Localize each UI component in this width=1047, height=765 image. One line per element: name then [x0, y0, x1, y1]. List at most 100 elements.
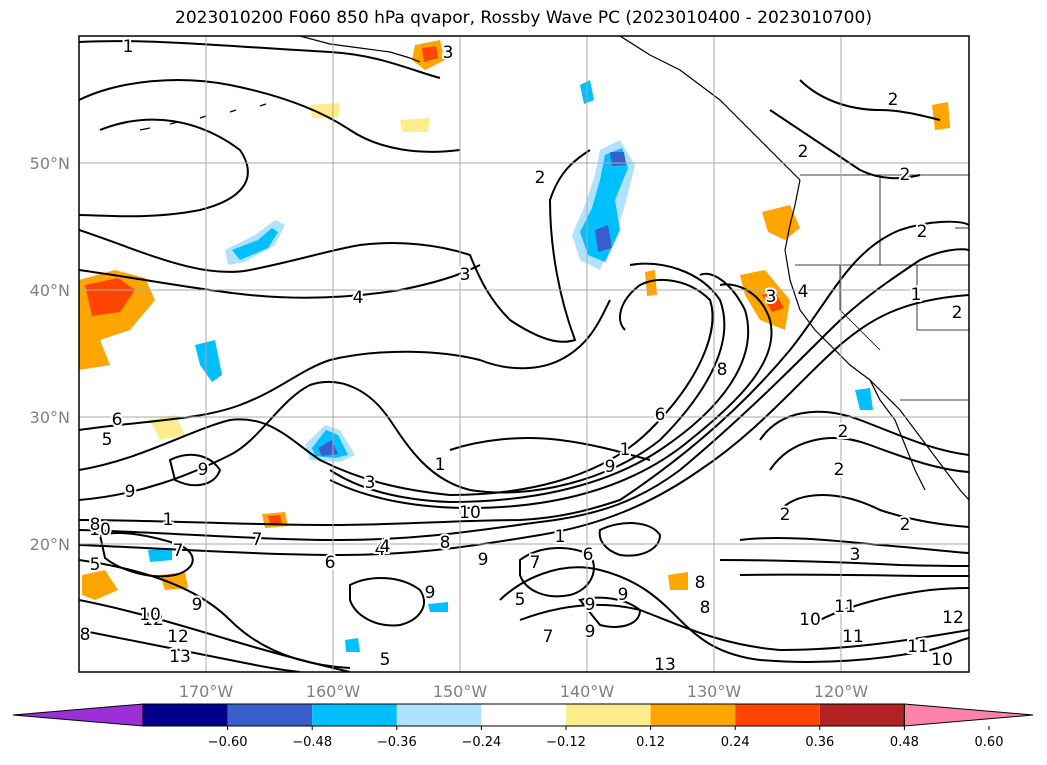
contour-label: 6: [583, 545, 594, 565]
contour-label: 8: [695, 573, 706, 593]
contour-label-halo: 7: [530, 553, 541, 573]
aleutian-islands: [139, 103, 267, 131]
colorbar-tick-label: −0.48: [292, 735, 332, 750]
contour-label: 5: [515, 590, 526, 610]
contour-label: 3: [850, 545, 861, 565]
map-title: 2023010200 F060 850 hPa qvapor, Rossby W…: [175, 8, 872, 28]
positive-anomaly-west-low: [82, 570, 118, 600]
gridlines: [79, 36, 969, 672]
contour-label-halo: 5: [515, 590, 526, 610]
contour-label-halo: 10: [799, 610, 821, 630]
contour-line: [79, 262, 726, 501]
contour-label-halo: 10: [89, 520, 111, 540]
contour-label: 12: [142, 610, 164, 630]
contour-label-halo: 1: [911, 285, 922, 305]
contour-label-halo: 12: [942, 608, 964, 628]
contour-label: 9: [585, 595, 596, 615]
contour-label: 8: [90, 515, 101, 535]
humidity-contours: [79, 40, 969, 672]
lon-label-120w: 120°W: [814, 682, 869, 701]
colorbar-tick-label: −0.36: [377, 735, 417, 750]
contour-label: 1: [163, 510, 174, 530]
negative-anomaly-small-4: [428, 602, 448, 612]
contour-label-halo: 11: [842, 627, 864, 647]
contour-line: [519, 547, 595, 598]
contour-label-halo: 4: [798, 282, 809, 302]
negative-anomaly-small-5: [855, 388, 873, 410]
contour-line: [719, 559, 969, 567]
contour-label-halo: 1: [163, 510, 174, 530]
contour-label-halo: 9: [618, 585, 629, 605]
colorbar-segment: [481, 704, 566, 726]
contour-label-halo: 7: [543, 627, 554, 647]
positive-anomaly-north-core: [422, 46, 438, 62]
contour-line: [799, 79, 941, 121]
contour-label-halo: 9: [478, 550, 489, 570]
baja-coast: [869, 379, 926, 491]
contour-label: 9: [585, 622, 596, 642]
contour-label: 12: [167, 627, 189, 647]
lon-label-140w: 140°W: [560, 682, 615, 701]
contour-label-halo: 10: [139, 605, 161, 625]
contour-label: 5: [380, 650, 391, 670]
contour-label: 9: [425, 583, 436, 603]
contour-label: 1: [555, 527, 566, 547]
contour-label: 8: [700, 598, 711, 618]
contour-line: [349, 577, 425, 627]
contour-label: 13: [169, 647, 191, 667]
colorbar-tick-label: −0.12: [546, 735, 586, 750]
contour-line: [739, 573, 969, 577]
contour-label: 8: [440, 533, 451, 553]
contour-label: 7: [173, 541, 184, 561]
contour-label-halo: 13: [169, 647, 191, 667]
west-coast: [784, 179, 969, 501]
contour-line: [79, 299, 611, 431]
contour-label-halo: 2: [917, 222, 928, 242]
contour-label: 4: [375, 540, 386, 560]
contour-label-halo: 9: [425, 583, 436, 603]
contour-label: 10: [931, 650, 953, 670]
contour-label-halo: 13: [654, 655, 676, 675]
contour-label-halo: 6: [112, 410, 123, 430]
contour-label-halo: 1: [620, 440, 631, 460]
contour-label: 2: [900, 515, 911, 535]
contour-label: 9: [605, 457, 616, 477]
negative-anomaly-gulf-core: [595, 225, 612, 252]
contour-line: [79, 220, 969, 527]
contour-label: 10: [459, 503, 481, 523]
contour-line: [79, 149, 591, 343]
lon-label-160w: 160°W: [306, 682, 361, 701]
contour-label-halo: 8: [90, 515, 101, 535]
colorbar-tick-label: 0.48: [890, 735, 919, 750]
coastline: [139, 36, 969, 501]
contour-label-halo: 11: [907, 637, 929, 657]
contour-label-halo: 7: [173, 541, 184, 561]
contour-label: 9: [618, 585, 629, 605]
colorbar-segment: [396, 704, 482, 726]
lon-label-170w: 170°W: [179, 682, 234, 701]
contour-label-halo: 3: [365, 473, 376, 493]
contour-label: 1: [435, 455, 446, 475]
colorbar-tick-label: −0.60: [208, 735, 248, 750]
contour-label-halo: 10: [931, 650, 953, 670]
contour-label-halo: 11: [834, 597, 856, 617]
negative-anomaly-gulf-mid: [580, 148, 628, 262]
contour-line: [329, 283, 773, 510]
contour-label-halo: 12: [142, 610, 164, 630]
contour-label: 9: [198, 460, 209, 480]
contour-label-halo: 2: [888, 90, 899, 110]
contour-label-halo: 1: [435, 455, 446, 475]
contour-line: [759, 410, 969, 456]
contour-line: [329, 272, 750, 504]
plot-area: [79, 36, 969, 672]
contour-line: [578, 596, 642, 628]
contour-line: [598, 522, 662, 557]
contour-label-halo: 9: [125, 482, 136, 502]
alaska-panhandle-coast: [619, 36, 801, 181]
colorbar-extend-max: [903, 703, 1034, 727]
contour-label-halo: 6: [325, 553, 336, 573]
contour-label-halo: 8: [440, 533, 451, 553]
plot-frame: [78, 35, 970, 673]
colorbar-segment: [227, 704, 313, 726]
